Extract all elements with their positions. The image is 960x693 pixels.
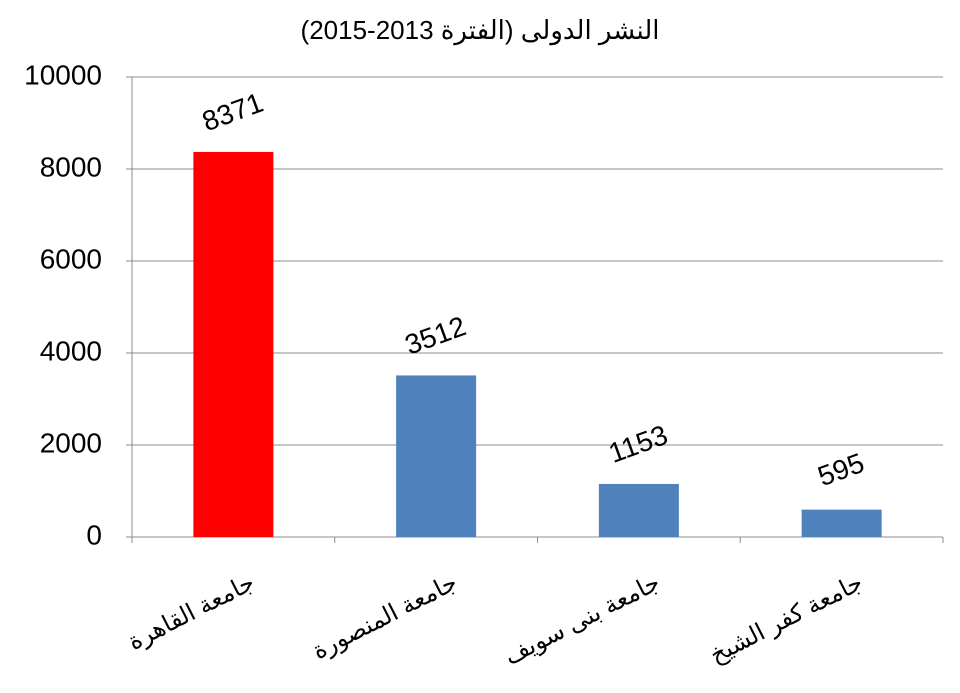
x-tick-label: جامعة كفر الشيخ — [706, 569, 868, 669]
bar — [598, 483, 679, 537]
bar — [396, 375, 477, 537]
y-tick-label: 6000 — [40, 243, 102, 274]
y-tick-label: 4000 — [40, 335, 102, 366]
y-tick-label: 8000 — [40, 151, 102, 182]
x-tick-label: جامعة القاهرة — [124, 569, 259, 656]
y-tick-label: 2000 — [40, 427, 102, 458]
y-tick-label: 10000 — [24, 59, 102, 90]
value-label: 1153 — [605, 419, 672, 469]
bar — [193, 151, 274, 537]
value-label: 595 — [814, 447, 869, 492]
x-tick-label: جامعة المنصورة — [308, 569, 462, 665]
chart-title: النشر الدولى (الفترة 2013-2015) — [301, 15, 660, 46]
bar — [801, 509, 882, 537]
x-tick-label: جامعة بنى سويف — [500, 569, 664, 671]
y-tick-label: 0 — [86, 519, 102, 550]
value-label: 8371 — [198, 87, 267, 137]
